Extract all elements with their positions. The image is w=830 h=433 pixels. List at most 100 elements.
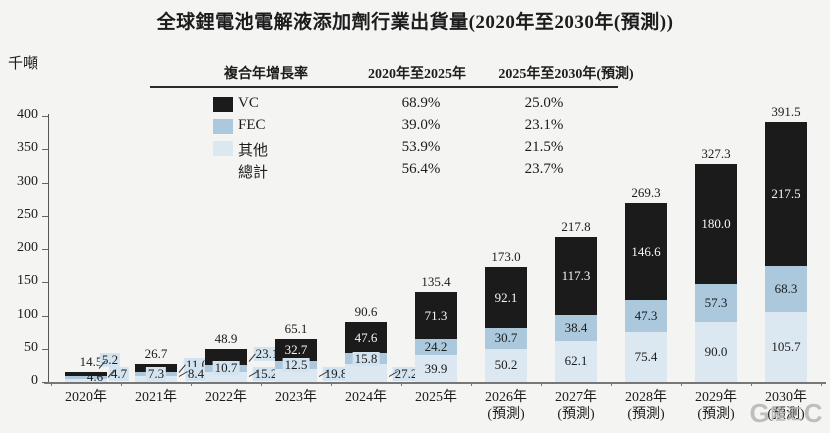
bar-value-fec: 38.4 <box>564 319 588 335</box>
x-axis-tick <box>681 382 682 386</box>
x-axis-tick <box>821 382 822 386</box>
y-axis-tick-label: 150 <box>17 273 38 289</box>
bar-value-other: 39.9 <box>424 360 448 376</box>
bar-segment-other-2026年 <box>485 348 527 382</box>
x-axis-tick <box>611 382 612 386</box>
bar-segment-fec-2029年 <box>695 284 737 323</box>
y-axis-tick-label: 100 <box>17 306 38 322</box>
y-axis-tick <box>42 182 48 184</box>
y-axis-tick <box>42 382 48 383</box>
x-axis-tick <box>541 382 542 386</box>
y-axis-tick-label: 50 <box>24 339 38 355</box>
y-axis-tick <box>42 116 48 117</box>
bar-segment-vc-2023年 <box>275 338 317 361</box>
bar-total-label: 65.1 <box>284 320 308 336</box>
x-axis-year: 2021年 <box>135 390 177 405</box>
y-axis-tick <box>42 348 48 350</box>
cagr-value-2020-2025-vc: 68.9% <box>401 95 441 111</box>
bar-total-label: 217.8 <box>561 219 591 235</box>
bar-segment-fec-2030年 <box>765 266 807 312</box>
x-axis-tick <box>51 382 52 386</box>
x-axis-year: 2029年 <box>695 390 737 405</box>
bar-value-fec: 30.7 <box>494 330 518 346</box>
x-axis-tick <box>471 382 472 386</box>
bar-segment-fec-2026年 <box>485 328 527 349</box>
bar-total-label: 391.5 <box>771 103 801 119</box>
cagr-value-2020-2025-fec: 39.0% <box>401 117 441 133</box>
x-axis-year: 2026年 <box>485 390 527 405</box>
legend-swatch-fec <box>213 119 233 134</box>
legend-label-total: 總計 <box>238 165 269 181</box>
bar-value-fec: 4.7 <box>108 366 130 381</box>
cagr-value-2025-2030-vc: 25.0% <box>524 95 564 111</box>
bar-total-label: 14.5 <box>79 354 103 370</box>
bar-segment-vc-2027年 <box>555 237 597 316</box>
bar-value-other: 8.4 <box>185 366 207 381</box>
bar-value-vc: 217.5 <box>771 185 801 201</box>
x-axis-tick <box>261 382 262 386</box>
y-axis-tick <box>42 315 48 317</box>
x-axis-year: 2024年 <box>345 390 387 405</box>
bar-value-fec: 24.2 <box>424 339 448 355</box>
x-axis-label-2027年: 2027年 (預測) <box>555 389 597 423</box>
x-axis-year: 2028年 <box>625 390 667 405</box>
y-axis-tick <box>42 282 48 284</box>
bar-segment-other-2027年 <box>555 340 597 382</box>
bar-segment-other-2024年 <box>345 363 387 382</box>
cagr-value-2025-2030-fec: 23.1% <box>524 117 564 133</box>
x-axis-year: 2020年 <box>65 390 107 405</box>
x-axis-tick <box>751 382 752 386</box>
x-axis-tick <box>401 382 402 386</box>
bar-segment-vc-2022年 <box>205 349 247 365</box>
bar-total-label: 90.6 <box>354 303 378 319</box>
cagr-table-header-2: 2025年至2030年(預測) <box>498 67 634 82</box>
bar-value-fec: 7.3 <box>145 365 167 381</box>
x-axis-tick <box>121 382 122 386</box>
y-axis-tick <box>42 249 48 250</box>
cagr-value-2020-2025-other: 53.9% <box>401 139 441 155</box>
bar-segment-fec-2028年 <box>625 300 667 332</box>
bar-segment-vc-2025年 <box>415 291 457 340</box>
x-axis-forecast-note: (預測) <box>627 407 665 422</box>
x-axis-tick <box>191 382 192 386</box>
bar-total-label: 135.4 <box>421 273 451 289</box>
bar-value-other: 19.8 <box>322 366 350 381</box>
legend-swatch-other <box>213 141 233 156</box>
y-axis-line <box>48 114 49 382</box>
x-axis-label-2030年: 2030年 (預測) <box>765 389 807 423</box>
y-axis-tick-label: 200 <box>17 240 38 255</box>
bar-value-other: 90.0 <box>704 344 728 360</box>
bar-value-vc: 23.1 <box>253 346 281 362</box>
legend-label-vc: VC <box>238 95 259 111</box>
bar-value-vc: 32.7 <box>284 341 308 357</box>
bar-value-other: 4.6 <box>86 369 104 384</box>
bar-segment-fec-2027年 <box>555 315 597 341</box>
bar-value-vc: 180.0 <box>701 216 731 232</box>
bar-value-vc: 71.3 <box>424 307 448 323</box>
x-axis-label-2022年: 2022年 <box>205 389 247 406</box>
bar-segment-other-2025年 <box>415 355 457 382</box>
bar-segment-fec-2020年 <box>65 375 107 379</box>
x-axis-forecast-note: (預測) <box>557 407 595 422</box>
y-axis-tick-label: 350 <box>17 140 38 156</box>
x-axis-year: 2025年 <box>415 390 457 405</box>
bar-total-label: 173.0 <box>491 248 521 264</box>
bar-value-fec: 47.3 <box>634 308 658 324</box>
bar-value-fec: 12.5 <box>282 356 310 372</box>
legend-label-fec: FEC <box>238 117 266 133</box>
legend-swatch-vc <box>213 97 233 112</box>
bar-segment-vc-2026年 <box>485 266 527 329</box>
bar-value-other: 50.2 <box>494 357 518 373</box>
cagr-table-header-0: 複合年增長率 <box>224 67 308 82</box>
bar-segment-other-2029年 <box>695 322 737 382</box>
x-axis-label-2021年: 2021年 <box>135 389 177 406</box>
x-axis-label-2023年: 2023年 <box>275 389 317 406</box>
bar-segment-other-2022年 <box>205 371 247 382</box>
bar-segment-other-2020年 <box>65 378 107 382</box>
cagr-value-2020-2025-total: 56.4% <box>401 161 441 177</box>
x-axis-line <box>44 382 826 384</box>
x-axis-tick <box>331 382 332 386</box>
y-axis-tick-label: 300 <box>17 173 38 189</box>
x-axis-year: 2023年 <box>275 390 317 405</box>
